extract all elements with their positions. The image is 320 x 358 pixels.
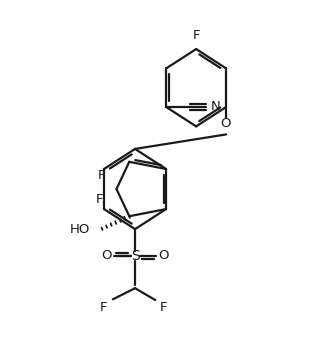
Text: O: O bbox=[101, 249, 111, 262]
Text: F: F bbox=[97, 169, 105, 182]
Text: F: F bbox=[100, 301, 107, 314]
Text: F: F bbox=[192, 29, 200, 42]
Text: F: F bbox=[96, 193, 104, 206]
Text: O: O bbox=[159, 249, 169, 262]
Text: N: N bbox=[211, 100, 221, 113]
Text: HO: HO bbox=[69, 223, 90, 236]
Text: F: F bbox=[160, 301, 167, 314]
Text: S: S bbox=[131, 249, 140, 263]
Text: O: O bbox=[220, 117, 231, 130]
